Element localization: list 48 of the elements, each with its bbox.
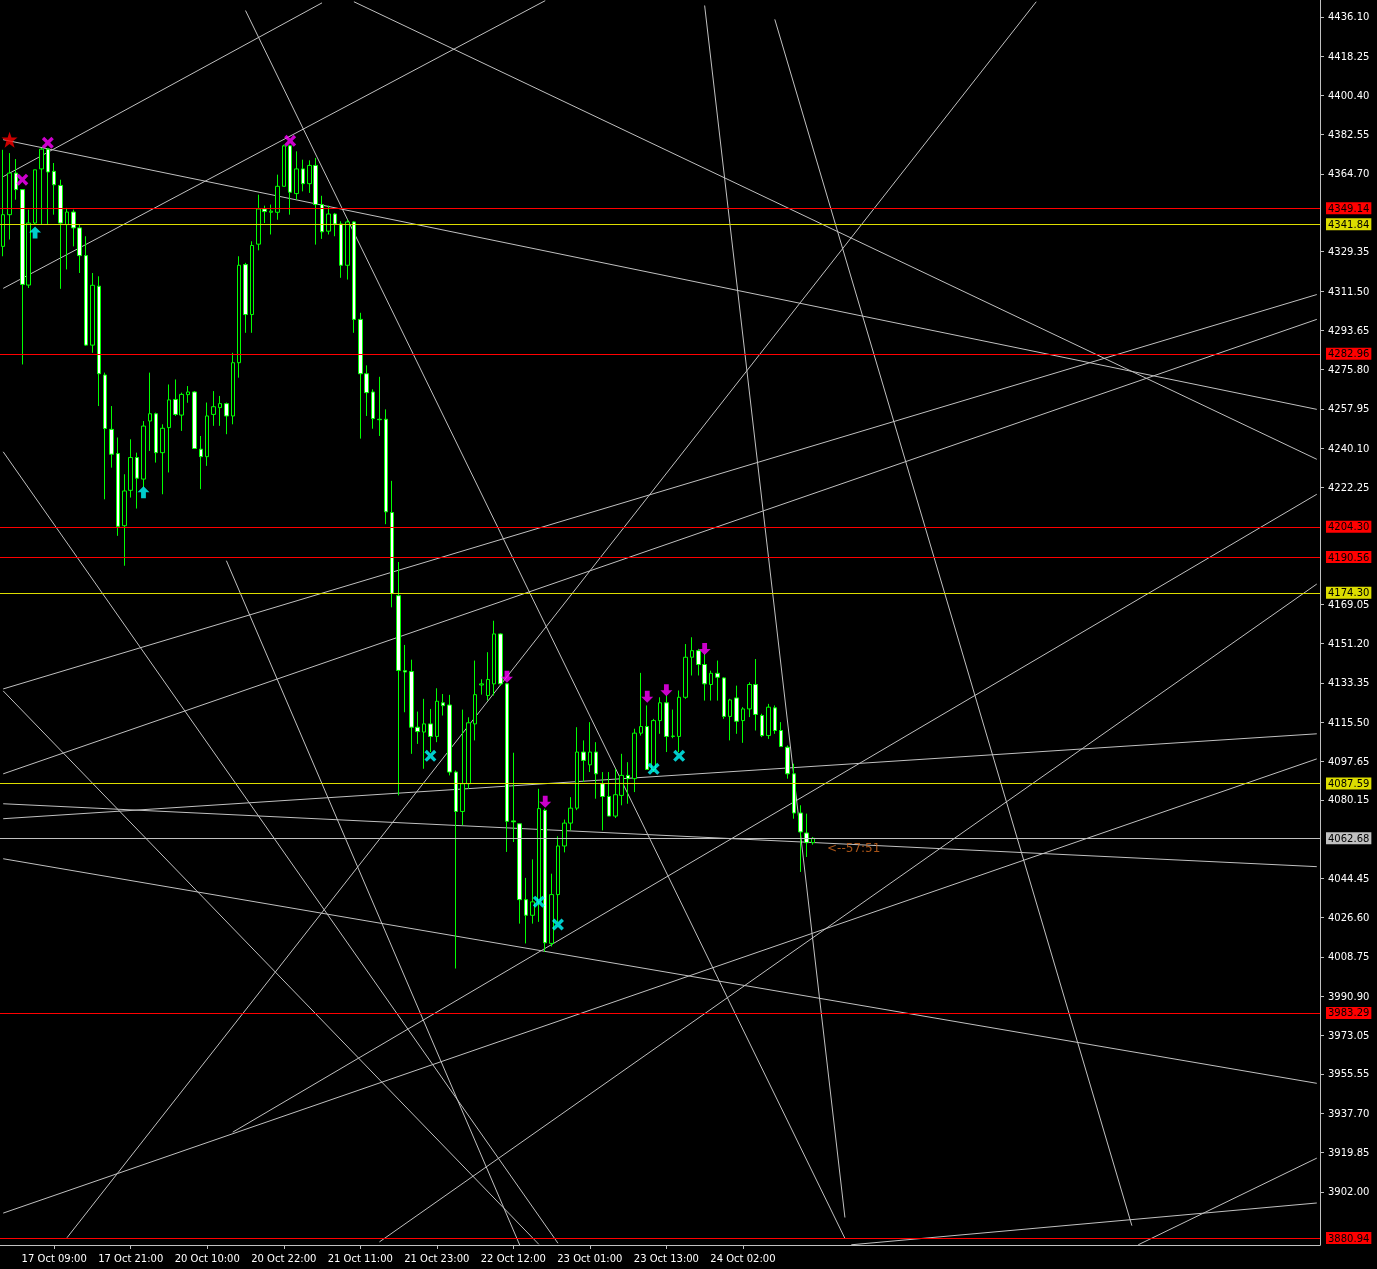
y-tick-label: 4418.25 <box>1328 50 1370 62</box>
annotation: <--57:51 <box>827 841 881 856</box>
ref-line-label: 4062.68 <box>1328 832 1370 844</box>
y-tick-label: 4311.50 <box>1328 285 1370 297</box>
x-tick-label: 17 Oct 21:00 <box>98 1252 164 1264</box>
y-tick-label: 4364.70 <box>1328 168 1370 180</box>
y-tick-label: 4240.10 <box>1328 442 1370 454</box>
y-tick-label: 4293.65 <box>1328 324 1370 336</box>
x-tick-label: 21 Oct 23:00 <box>404 1252 470 1264</box>
x-tick-label: 23 Oct 01:00 <box>557 1252 623 1264</box>
y-tick-label: 4133.35 <box>1328 677 1370 689</box>
ref-line-label: 4341.84 <box>1328 218 1370 230</box>
y-tick-label: 3937.70 <box>1328 1107 1370 1119</box>
y-tick-label: 4275.80 <box>1328 364 1370 376</box>
ref-line-label: 4174.30 <box>1328 587 1370 599</box>
ref-line-label: 4087.59 <box>1328 778 1370 790</box>
y-tick-label: 4151.20 <box>1328 638 1370 650</box>
ref-line-label: 3983.29 <box>1328 1007 1370 1019</box>
y-tick-label: 3955.55 <box>1328 1068 1370 1080</box>
ref-line-label: 4204.30 <box>1328 521 1370 533</box>
y-tick-label: 3973.05 <box>1328 1029 1370 1041</box>
x-tick-label: 22 Oct 12:00 <box>480 1252 546 1264</box>
y-tick-label: 4436.10 <box>1328 11 1370 23</box>
ref-line-label: 4349.14 <box>1328 202 1370 214</box>
y-tick-label: 4097.65 <box>1328 755 1370 767</box>
y-tick-label: 4400.40 <box>1328 89 1370 101</box>
y-tick-label: 3902.00 <box>1328 1186 1370 1198</box>
y-tick-label: 4329.35 <box>1328 246 1370 258</box>
ref-line-label: 4282.96 <box>1328 348 1370 360</box>
x-tick-label: 24 Oct 02:00 <box>710 1252 776 1264</box>
y-tick-label: 4222.25 <box>1328 481 1370 493</box>
y-tick-label: 4257.95 <box>1328 403 1370 415</box>
ref-line-label: 3880.94 <box>1328 1232 1370 1244</box>
x-tick-label: 21 Oct 11:00 <box>327 1252 393 1264</box>
y-tick-label: 4044.45 <box>1328 872 1370 884</box>
y-tick-label: 4008.75 <box>1328 951 1370 963</box>
y-tick-label: 4026.60 <box>1328 912 1370 924</box>
y-tick-label: 3919.85 <box>1328 1147 1370 1158</box>
x-tick-label: 20 Oct 22:00 <box>251 1252 317 1264</box>
y-tick-label: 4169.05 <box>1328 598 1370 610</box>
ref-line-label: 4190.56 <box>1328 551 1370 563</box>
y-tick-label: 4115.50 <box>1328 716 1370 728</box>
x-tick-label: 23 Oct 13:00 <box>633 1252 699 1264</box>
y-tick-label: 4382.55 <box>1328 129 1370 141</box>
x-tick-label: 20 Oct 10:00 <box>174 1252 240 1264</box>
y-tick-label: 3990.90 <box>1328 990 1370 1002</box>
y-tick-label: 4080.15 <box>1328 794 1370 806</box>
x-tick-label: 17 Oct 09:00 <box>21 1252 87 1264</box>
